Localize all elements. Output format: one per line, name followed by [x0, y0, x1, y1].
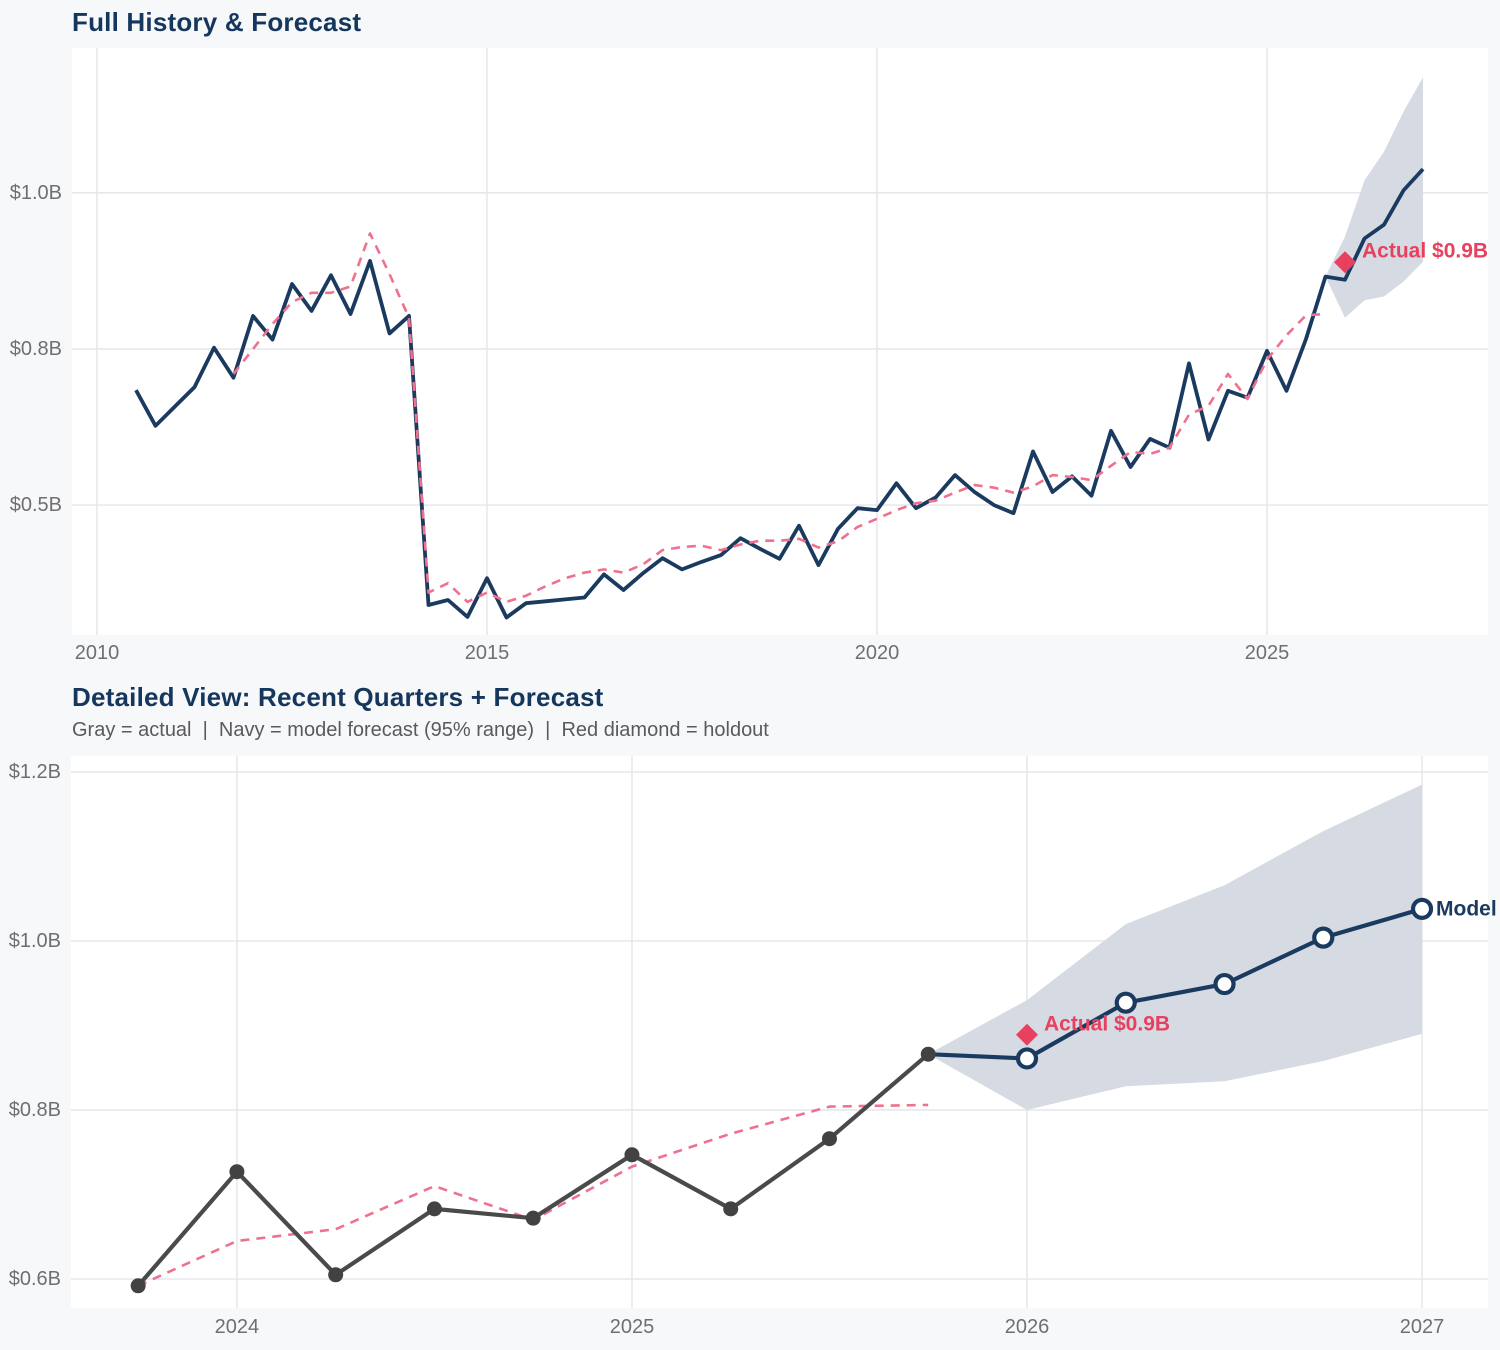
actual-point — [821, 1131, 837, 1147]
x-tick-label: 2025 — [1245, 642, 1290, 664]
chart1-plot: 2010 2015 2020 2025 $0.5B $0.8B $1.0B Actual $0… — [10, 48, 1488, 664]
model-label: Model — [1436, 897, 1497, 920]
y-tick-label: $1.0B — [10, 182, 62, 204]
chart1-title: Full History & Forecast — [72, 7, 362, 37]
x-tick-label: 2020 — [855, 642, 900, 664]
y-tick-label: $0.8B — [9, 1099, 61, 1121]
model-point — [1410, 897, 1434, 920]
holdout-diamond — [1015, 1023, 1038, 1046]
x-tick-label: 2026 — [1005, 1316, 1050, 1338]
actual-point — [723, 1201, 739, 1217]
x-tick-label: 2010 — [75, 642, 120, 664]
model-line — [928, 906, 1423, 1061]
actual-point — [426, 1201, 442, 1217]
y-tick-label: $0.5B — [10, 494, 62, 516]
actual-point — [328, 1267, 344, 1283]
y-tick-label: $0.8B — [10, 338, 62, 360]
x-tick-label: 2015 — [465, 642, 510, 664]
history-line — [134, 167, 1425, 620]
confidence-band — [928, 784, 1422, 1110]
chart2-subtitle: Gray = actual | Navy = model forecast (9… — [72, 719, 769, 741]
model-point — [1213, 972, 1236, 996]
model-point — [1015, 1047, 1039, 1070]
y-tick-label: $1.0B — [9, 930, 61, 952]
chart2-title: Detailed View: Recent Quarters + Forecas… — [72, 682, 604, 712]
y-tick-label: $1.2B — [9, 761, 61, 783]
actual-point — [525, 1210, 541, 1226]
chart2-plot: 2024 2025 2026 2027 $0.6B $0.8B $1.0B $1.2B Mode… — [9, 756, 1497, 1338]
model-point — [1312, 926, 1335, 949]
holdout-label: Actual $0.9B — [1044, 1012, 1170, 1035]
actual-point — [624, 1147, 640, 1163]
x-tick-label: 2025 — [610, 1316, 655, 1338]
x-tick-label: 2027 — [1400, 1316, 1445, 1338]
fitted-line — [232, 232, 1326, 604]
x-tick-label: 2024 — [215, 1316, 260, 1338]
plot-area — [72, 48, 1488, 635]
holdout-label: Actual $0.9B — [1362, 240, 1488, 263]
actual-point — [920, 1046, 936, 1062]
actual-point — [229, 1164, 245, 1180]
model-point — [1114, 991, 1137, 1014]
y-tick-label: $0.6B — [9, 1268, 61, 1290]
holdout-diamond — [1334, 251, 1357, 274]
actual-point — [130, 1278, 146, 1294]
